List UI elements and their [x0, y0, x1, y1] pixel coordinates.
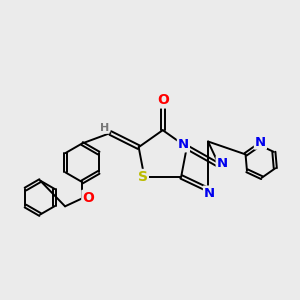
Text: N: N [178, 138, 189, 152]
Text: O: O [82, 191, 94, 205]
Text: S: S [138, 170, 148, 184]
Text: N: N [255, 136, 266, 148]
Text: H: H [100, 123, 109, 133]
Text: N: N [204, 187, 215, 200]
Text: N: N [217, 157, 228, 170]
Text: O: O [157, 94, 169, 107]
